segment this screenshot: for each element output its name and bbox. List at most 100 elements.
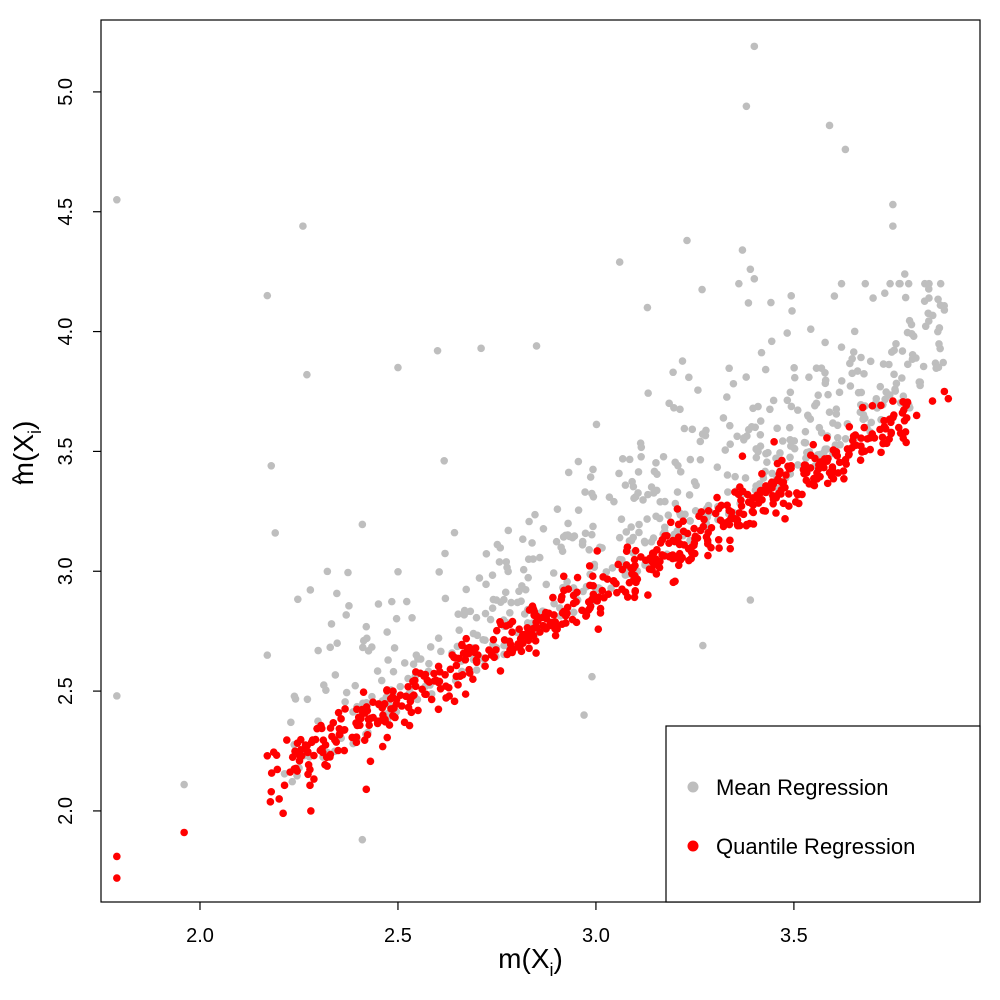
point-quantile-regression — [690, 549, 699, 558]
point-mean-regression — [569, 608, 578, 617]
point-quantile-regression — [506, 646, 514, 654]
point-mean-regression — [384, 656, 392, 664]
point-quantile-regression — [749, 501, 758, 509]
point-mean-regression — [882, 388, 890, 396]
point-mean-regression — [886, 279, 894, 288]
point-quantile-regression — [113, 852, 121, 861]
x-tick-label: 3.5 — [780, 925, 808, 947]
point-quantile-regression — [381, 718, 390, 726]
point-mean-regression — [299, 222, 307, 230]
point-quantile-regression — [573, 573, 582, 582]
point-quantile-regression — [442, 694, 450, 702]
point-quantile-regression — [738, 452, 747, 461]
point-quantile-regression — [713, 493, 721, 502]
point-mean-regression — [880, 289, 889, 298]
point-mean-regression — [901, 293, 910, 302]
point-quantile-regression — [572, 598, 580, 606]
point-mean-regression — [685, 491, 694, 499]
point-quantile-regression — [481, 662, 489, 671]
point-quantile-regression — [332, 738, 341, 746]
point-mean-regression — [729, 379, 738, 388]
point-mean-regression — [744, 299, 753, 307]
point-mean-regression — [559, 533, 568, 541]
point-quantile-regression — [845, 446, 853, 454]
point-quantile-regression — [675, 540, 684, 549]
x-axis-title-subscript: i — [550, 960, 554, 980]
point-mean-regression — [437, 647, 445, 656]
point-quantile-regression — [726, 544, 735, 553]
point-quantile-regression — [644, 591, 652, 599]
y-axis-title-close: ) — [8, 421, 39, 430]
point-quantile-regression — [656, 557, 664, 566]
point-quantile-regression — [817, 459, 825, 468]
point-mean-regression — [368, 643, 376, 651]
point-mean-regression — [427, 690, 436, 698]
point-quantile-regression — [304, 770, 312, 779]
point-mean-regression — [549, 569, 558, 577]
point-mean-regression — [303, 695, 312, 704]
point-quantile-regression — [524, 636, 533, 645]
point-quantile-regression — [515, 625, 524, 633]
point-mean-regression — [656, 498, 665, 506]
point-mean-regression — [394, 567, 402, 576]
point-quantile-regression — [679, 517, 687, 525]
point-quantile-regression — [490, 653, 499, 662]
point-mean-regression — [841, 145, 850, 154]
point-mean-regression — [615, 469, 623, 478]
point-quantile-regression — [529, 605, 538, 614]
point-mean-regression — [524, 573, 533, 582]
x-axis-title-main: m(X — [498, 943, 550, 974]
point-mean-regression — [647, 537, 656, 546]
point-mean-regression — [898, 347, 907, 355]
point-mean-regression — [637, 452, 645, 461]
point-mean-regression — [412, 651, 421, 659]
point-mean-regression — [857, 388, 866, 397]
point-mean-regression — [564, 519, 572, 528]
point-mean-regression — [402, 597, 411, 606]
point-quantile-regression — [436, 684, 445, 693]
point-mean-regression — [643, 303, 652, 312]
point-mean-regression — [702, 426, 710, 435]
point-quantile-regression — [378, 742, 387, 751]
point-quantile-regression — [358, 705, 366, 714]
x-tick-label: 3.0 — [582, 925, 610, 947]
point-mean-regression — [472, 666, 481, 674]
point-mean-regression — [743, 432, 751, 440]
point-mean-regression — [180, 780, 188, 789]
point-mean-regression — [769, 396, 778, 405]
point-quantile-regression — [532, 612, 541, 620]
point-quantile-regression — [291, 747, 299, 755]
point-mean-regression — [531, 510, 539, 519]
point-mean-regression — [433, 346, 442, 355]
point-quantile-regression — [762, 482, 770, 490]
y-axis: 2.0 2.5 3.0 3.5 4.0 4.5 5.0 — [55, 78, 101, 825]
point-mean-regression — [513, 598, 522, 607]
x-axis-title-close: ) — [554, 943, 563, 974]
y-axis-title-subscript: i — [25, 430, 45, 434]
point-quantile-regression — [402, 692, 410, 701]
point-quantile-regression — [523, 623, 532, 632]
point-quantile-regression — [406, 697, 415, 706]
point-mean-regression — [928, 311, 937, 320]
point-quantile-regression — [380, 699, 389, 708]
point-quantile-regression — [858, 448, 866, 456]
point-quantile-regression — [912, 411, 921, 420]
point-quantile-regression — [595, 593, 603, 601]
point-quantile-regression — [699, 522, 708, 531]
point-quantile-regression — [637, 553, 645, 561]
point-mean-regression — [814, 391, 823, 400]
point-quantile-regression — [551, 631, 560, 640]
point-quantile-regression — [307, 807, 315, 815]
point-mean-regression — [440, 457, 448, 465]
point-mean-regression — [726, 440, 734, 448]
point-quantile-regression — [364, 715, 373, 724]
legend-label-quantile-regression: Quantile Regression — [716, 834, 915, 859]
point-quantile-regression — [809, 474, 818, 483]
point-mean-regression — [637, 443, 646, 452]
point-mean-regression — [580, 711, 588, 719]
point-mean-regression — [617, 515, 626, 524]
point-mean-regression — [306, 586, 315, 594]
points-layer — [113, 42, 953, 882]
point-quantile-regression — [113, 874, 121, 882]
point-quantile-regression — [594, 625, 603, 634]
